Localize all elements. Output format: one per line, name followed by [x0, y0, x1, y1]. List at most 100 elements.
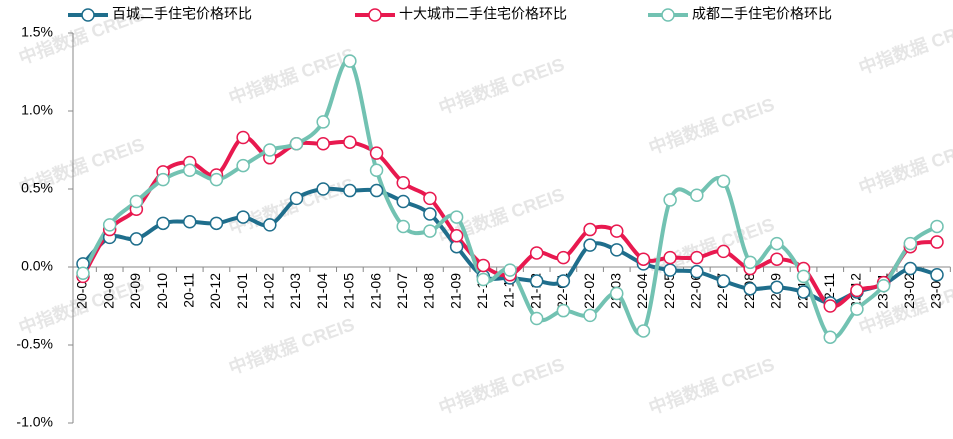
x-tick-label: 21-09 [447, 273, 463, 309]
x-tick-label: 23-02 [901, 273, 917, 309]
y-tick-label: 0.5% [21, 180, 53, 196]
point [343, 135, 357, 149]
x-tick-label: 21-08 [421, 273, 437, 309]
point [930, 268, 944, 282]
point [449, 210, 464, 224]
point [743, 282, 757, 296]
legend-label: 十大城市二手住宅价格环比 [399, 6, 567, 22]
y-tick-label: 1.0% [21, 102, 53, 118]
x-tick-label: 21-03 [287, 273, 303, 309]
x-tick-label: 21-04 [314, 273, 330, 309]
point [236, 130, 250, 145]
point [529, 311, 544, 326]
x-tick-label: 20-09 [127, 273, 143, 309]
point [316, 115, 330, 129]
point [636, 324, 651, 338]
x-tick-label: 21-05 [341, 273, 357, 309]
point [209, 216, 224, 231]
point [263, 143, 277, 157]
point [156, 172, 170, 187]
watermark: 中指数据 CREIS [646, 93, 777, 158]
point [663, 250, 677, 265]
point [503, 263, 517, 277]
point [289, 191, 304, 206]
legend-marker [81, 8, 95, 22]
point [823, 330, 837, 344]
point [823, 299, 837, 313]
point [663, 193, 677, 207]
x-tick-label: 22-04 [634, 273, 650, 309]
point [316, 137, 330, 151]
y-tick-label: 0.0% [21, 258, 53, 274]
point [636, 252, 651, 266]
y-tick-label: -1.0% [16, 414, 53, 430]
watermark: 中指数据 CREIS [646, 353, 777, 418]
point [770, 236, 784, 251]
point [663, 263, 677, 277]
x-tick-label: 22-06 [688, 273, 704, 309]
point [396, 194, 410, 209]
point [423, 207, 437, 221]
x-tick-label: 21-06 [367, 273, 383, 309]
point [610, 286, 624, 301]
point [556, 250, 571, 265]
watermark: 中指数据 CREIS [856, 133, 953, 198]
point [556, 274, 571, 288]
point [716, 274, 731, 288]
point [369, 146, 384, 160]
x-tick-label: 20-10 [154, 273, 170, 309]
point [316, 182, 330, 196]
point [796, 269, 811, 284]
point [716, 174, 731, 188]
point [930, 219, 944, 234]
y-tick-label: 1.5% [21, 24, 53, 40]
point [850, 302, 864, 316]
point [876, 278, 891, 293]
x-tick-label: 20-12 [207, 273, 223, 309]
point [289, 137, 304, 151]
point [396, 176, 410, 190]
point [183, 215, 197, 229]
point [690, 188, 704, 202]
point [236, 210, 250, 224]
point [423, 224, 437, 238]
watermark: 中指数据 CREIS [436, 353, 567, 418]
point [690, 250, 704, 265]
watermark: 中指数据 CREIS [226, 313, 357, 378]
point [770, 252, 784, 266]
x-tick-label: 21-02 [261, 273, 277, 309]
point [476, 258, 491, 273]
point [209, 172, 224, 187]
point [263, 218, 277, 232]
y-tick-label: -0.5% [16, 336, 53, 352]
point [476, 272, 491, 287]
point [423, 191, 437, 206]
x-tick-label: 20-11 [180, 273, 196, 308]
point [796, 285, 811, 299]
point [396, 219, 410, 234]
point [770, 280, 784, 295]
point [610, 243, 624, 257]
point [930, 235, 944, 249]
point [583, 222, 597, 237]
point [129, 232, 144, 246]
x-tick-label: 21-01 [234, 273, 250, 309]
point [369, 183, 384, 198]
point [716, 244, 731, 259]
point [449, 229, 464, 243]
point [369, 163, 384, 178]
x-tick-label: 22-05 [661, 273, 677, 309]
x-tick-label: 20-08 [100, 273, 116, 309]
point [743, 255, 757, 270]
point [102, 218, 117, 232]
point [610, 224, 624, 238]
legend-marker [661, 8, 675, 22]
point [343, 183, 357, 198]
point [583, 308, 597, 323]
point [76, 266, 90, 280]
point [903, 236, 918, 251]
point [529, 274, 544, 288]
point [556, 303, 571, 318]
